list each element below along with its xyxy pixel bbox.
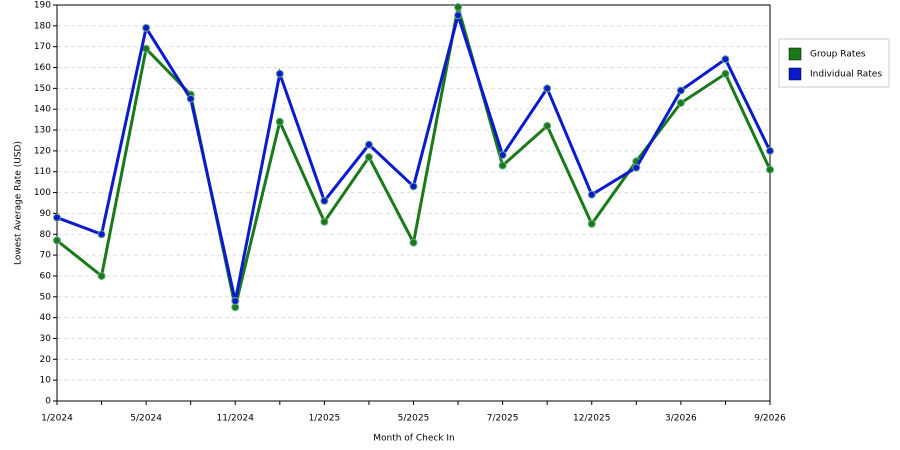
data-point: [498, 151, 507, 160]
y-tick-label: 10: [40, 376, 52, 386]
data-point: [587, 190, 596, 199]
y-tick-label: 120: [34, 146, 51, 156]
y-tick-label: 160: [34, 63, 51, 73]
plot-frame: [56, 4, 771, 402]
series-line: [56, 10, 772, 302]
data-point: [231, 296, 240, 305]
y-tick-label: 30: [40, 334, 52, 344]
y-axis-label: Lowest Average Rate (USD): [14, 141, 24, 265]
x-tick-label: 5/2025: [398, 414, 430, 424]
data-point: [632, 163, 641, 172]
data-point: [766, 165, 774, 174]
y-tick-label: 40: [40, 313, 52, 323]
y-tick-label: 150: [34, 84, 51, 94]
data-point: [766, 146, 774, 155]
y-tick-label: 20: [40, 355, 52, 365]
y-tick-label: 110: [34, 167, 51, 177]
x-tick-label: 5/2024: [130, 414, 162, 424]
data-point: [53, 236, 61, 245]
data-point: [498, 161, 507, 170]
y-tick-label: 190: [34, 1, 51, 11]
y-tick-label: 80: [40, 230, 52, 240]
data-point: [364, 153, 373, 162]
data-point: [721, 55, 730, 64]
data-point: [97, 271, 106, 280]
y-tick-label: 90: [40, 209, 52, 219]
x-tick-label: 1/2025: [309, 414, 341, 424]
data-point: [275, 117, 284, 126]
x-tick-label: 1/2024: [41, 414, 73, 424]
data-point: [676, 86, 685, 95]
legend-label: Individual Rates: [810, 70, 882, 80]
y-tick-label: 130: [34, 126, 51, 136]
data-point: [320, 196, 329, 205]
x-tick-label: 9/2026: [754, 414, 786, 424]
y-tick-label: 140: [34, 105, 51, 115]
y-tick-label: 60: [40, 271, 52, 281]
data-point: [587, 219, 596, 228]
y-tick-label: 50: [40, 292, 52, 302]
data-point: [409, 182, 418, 191]
data-point: [721, 69, 730, 78]
y-tick-label: 70: [40, 251, 52, 261]
data-point: [543, 84, 552, 93]
data-point: [454, 3, 463, 12]
x-axis-label: Month of Check In: [373, 434, 455, 444]
x-tick-label: 12/2025: [573, 414, 610, 424]
series-line: [56, 6, 772, 308]
data-point: [142, 23, 151, 32]
data-point: [454, 11, 463, 20]
legend-swatch: [788, 47, 802, 61]
data-point: [543, 121, 552, 130]
data-point: [97, 230, 106, 239]
data-point: [364, 140, 373, 149]
x-tick-label: 3/2026: [665, 414, 697, 424]
data-point: [676, 98, 685, 107]
data-point: [409, 238, 418, 247]
y-tick-label: 180: [34, 21, 51, 31]
y-tick-label: 100: [34, 188, 51, 198]
x-tick-label: 11/2024: [217, 414, 255, 424]
data-point: [275, 69, 284, 78]
y-tick-label: 170: [34, 42, 51, 52]
legend-label: Group Rates: [810, 50, 866, 60]
data-point: [53, 213, 61, 222]
y-tick-label: 0: [45, 397, 51, 407]
data-point: [186, 94, 195, 103]
legend-swatch: [788, 67, 802, 81]
x-tick-label: 7/2025: [487, 414, 519, 424]
data-point: [320, 217, 329, 226]
